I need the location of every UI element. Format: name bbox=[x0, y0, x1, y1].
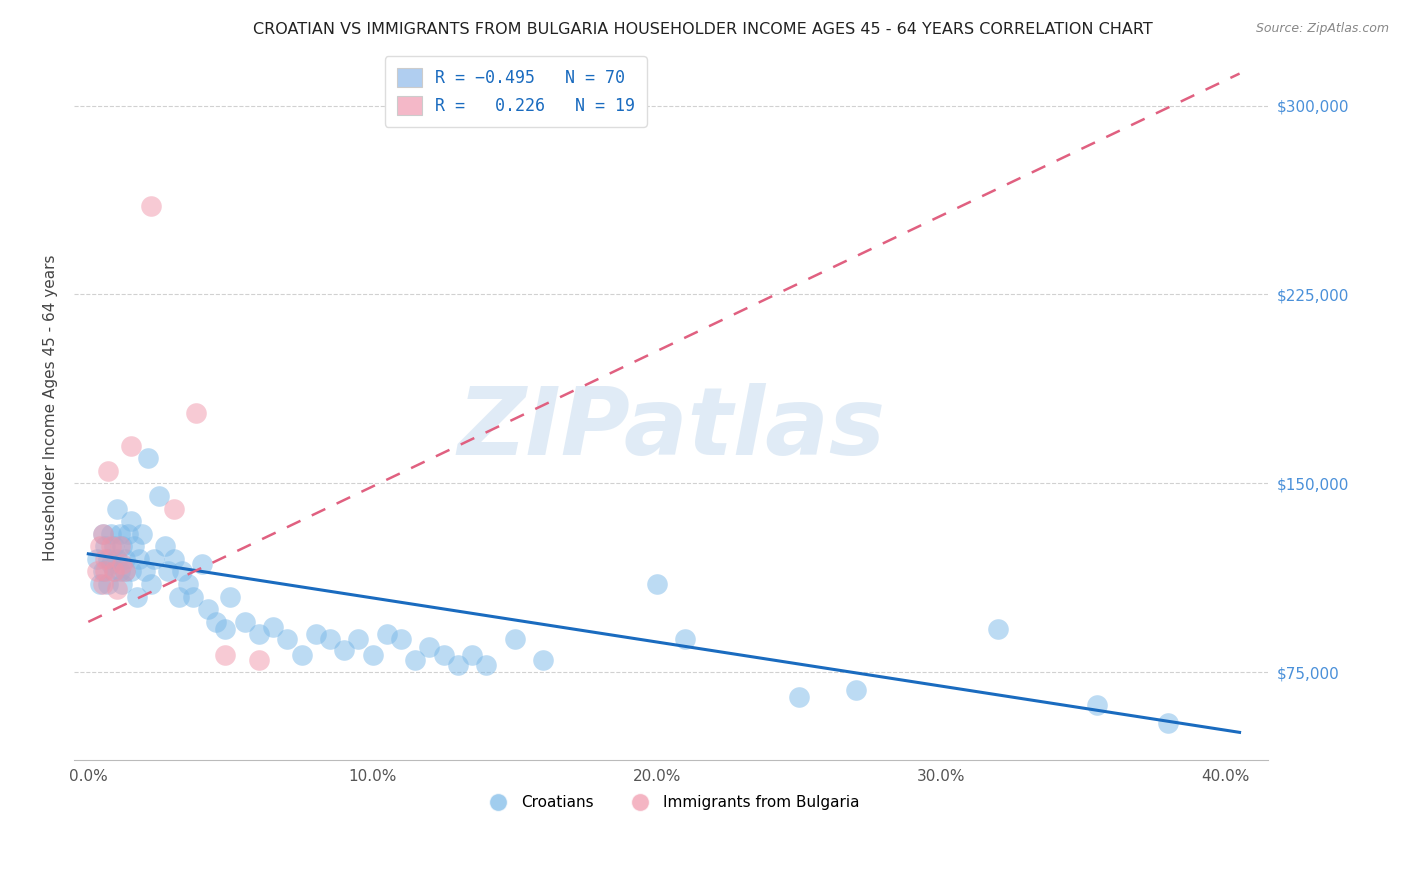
Point bbox=[645, 577, 668, 591]
Point bbox=[136, 451, 159, 466]
Point bbox=[361, 648, 384, 662]
Point bbox=[131, 526, 153, 541]
Point bbox=[183, 590, 205, 604]
Text: CROATIAN VS IMMIGRANTS FROM BULGARIA HOUSEHOLDER INCOME AGES 45 - 64 YEARS CORRE: CROATIAN VS IMMIGRANTS FROM BULGARIA HOU… bbox=[253, 22, 1153, 37]
Point bbox=[418, 640, 440, 654]
Point bbox=[108, 565, 131, 579]
Text: Source: ZipAtlas.com: Source: ZipAtlas.com bbox=[1256, 22, 1389, 36]
Point bbox=[845, 682, 868, 697]
Point bbox=[120, 438, 142, 452]
Point bbox=[105, 501, 128, 516]
Point bbox=[103, 565, 125, 579]
Point bbox=[89, 539, 111, 553]
Point bbox=[333, 642, 356, 657]
Point bbox=[186, 406, 208, 420]
Point bbox=[233, 615, 256, 629]
Point bbox=[162, 501, 184, 516]
Point bbox=[114, 565, 136, 579]
Point bbox=[375, 627, 398, 641]
Point bbox=[1157, 715, 1180, 730]
Point bbox=[128, 552, 150, 566]
Point bbox=[111, 539, 134, 553]
Point bbox=[114, 565, 136, 579]
Point bbox=[153, 539, 176, 553]
Point bbox=[114, 552, 136, 566]
Point bbox=[404, 653, 426, 667]
Point bbox=[290, 648, 312, 662]
Point bbox=[86, 552, 108, 566]
Point bbox=[191, 557, 214, 571]
Point bbox=[120, 565, 142, 579]
Point bbox=[125, 590, 148, 604]
Point bbox=[169, 590, 191, 604]
Point bbox=[97, 577, 120, 591]
Point bbox=[156, 565, 179, 579]
Point bbox=[214, 623, 236, 637]
Point bbox=[100, 526, 122, 541]
Point bbox=[111, 557, 134, 571]
Point bbox=[247, 627, 270, 641]
Point bbox=[117, 526, 139, 541]
Point bbox=[120, 514, 142, 528]
Point bbox=[219, 590, 242, 604]
Point bbox=[475, 657, 498, 672]
Point bbox=[389, 632, 412, 647]
Point bbox=[262, 620, 284, 634]
Point bbox=[100, 539, 122, 553]
Point bbox=[447, 657, 470, 672]
Y-axis label: Householder Income Ages 45 - 64 years: Householder Income Ages 45 - 64 years bbox=[44, 254, 58, 561]
Point bbox=[787, 690, 810, 705]
Point bbox=[108, 526, 131, 541]
Point bbox=[214, 648, 236, 662]
Point bbox=[987, 623, 1010, 637]
Point bbox=[197, 602, 219, 616]
Point bbox=[105, 552, 128, 566]
Point bbox=[91, 526, 114, 541]
Point bbox=[503, 632, 526, 647]
Point bbox=[100, 557, 122, 571]
Point bbox=[94, 565, 117, 579]
Point bbox=[347, 632, 370, 647]
Point bbox=[305, 627, 328, 641]
Point bbox=[148, 489, 170, 503]
Point bbox=[433, 648, 456, 662]
Point bbox=[139, 199, 162, 213]
Point bbox=[205, 615, 228, 629]
Point bbox=[276, 632, 298, 647]
Point bbox=[142, 552, 165, 566]
Text: ZIPatlas: ZIPatlas bbox=[457, 383, 886, 475]
Point bbox=[97, 464, 120, 478]
Legend: Croatians, Immigrants from Bulgaria: Croatians, Immigrants from Bulgaria bbox=[477, 789, 865, 816]
Point bbox=[673, 632, 696, 647]
Point bbox=[247, 653, 270, 667]
Point bbox=[1087, 698, 1109, 712]
Point bbox=[122, 539, 145, 553]
Point bbox=[111, 577, 134, 591]
Point bbox=[91, 565, 114, 579]
Point bbox=[86, 565, 108, 579]
Point bbox=[103, 539, 125, 553]
Point bbox=[319, 632, 342, 647]
Point bbox=[91, 526, 114, 541]
Point bbox=[172, 565, 194, 579]
Point bbox=[105, 582, 128, 596]
Point bbox=[94, 552, 117, 566]
Point bbox=[94, 539, 117, 553]
Point bbox=[97, 552, 120, 566]
Point bbox=[103, 565, 125, 579]
Point bbox=[91, 577, 114, 591]
Point bbox=[177, 577, 200, 591]
Point bbox=[134, 565, 156, 579]
Point bbox=[89, 577, 111, 591]
Point bbox=[531, 653, 554, 667]
Point bbox=[162, 552, 184, 566]
Point bbox=[139, 577, 162, 591]
Point bbox=[461, 648, 484, 662]
Point bbox=[108, 539, 131, 553]
